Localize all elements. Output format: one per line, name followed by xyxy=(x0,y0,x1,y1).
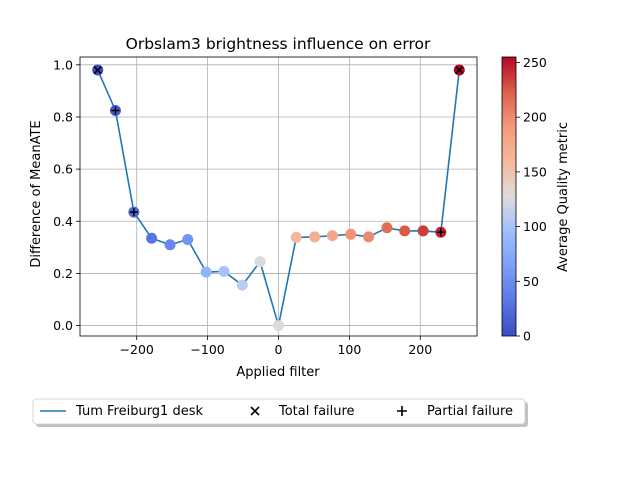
chart-title: Orbslam3 brightness influence on error xyxy=(126,35,431,53)
x-tick-label: −200 xyxy=(120,342,154,357)
data-point xyxy=(182,234,194,246)
colorbar-tick-label: 50 xyxy=(523,274,539,289)
legend-total-failure-icon xyxy=(250,406,260,416)
data-point xyxy=(218,265,230,277)
colorbar-label: Average Quality metric xyxy=(556,122,571,272)
partial-failure-marker xyxy=(436,228,445,237)
total-failure-marker xyxy=(455,66,464,75)
data-point xyxy=(381,222,393,234)
data-point xyxy=(326,230,338,242)
data-point xyxy=(236,279,248,291)
y-tick-label: 0.8 xyxy=(53,109,73,124)
x-tick-label: −100 xyxy=(190,342,224,357)
partial-failure-marker xyxy=(111,106,120,115)
y-tick-label: 1.0 xyxy=(53,57,73,72)
x-axis-label: Applied filter xyxy=(236,365,320,380)
data-point xyxy=(273,320,284,332)
data-point xyxy=(345,228,357,240)
legend-label-series: Tum Freiburg1 desk xyxy=(75,404,203,419)
data-point xyxy=(164,239,176,251)
total-failure-marker xyxy=(93,66,102,75)
y-axis-label: Difference of MeanATE xyxy=(29,120,44,267)
y-axis-ticks: 0.0 0.2 0.4 0.6 0.8 1.0 xyxy=(53,57,80,333)
y-tick-label: 0.0 xyxy=(53,318,73,333)
colorbar-tick-label: 100 xyxy=(523,219,547,234)
legend-label-total: Total failure xyxy=(278,404,355,419)
colorbar-tick-label: 200 xyxy=(523,110,547,125)
x-axis-ticks: −200 −100 0 100 200 xyxy=(120,336,432,357)
data-point xyxy=(399,225,411,237)
x-tick-label: 0 xyxy=(275,342,283,357)
colorbar-ticks: 0 50 100 150 200 250 xyxy=(516,55,547,344)
legend-partial-failure-icon xyxy=(397,406,407,416)
data-point xyxy=(309,231,321,243)
data-point xyxy=(290,231,302,243)
x-tick-label: 200 xyxy=(408,342,432,357)
y-tick-label: 0.2 xyxy=(53,266,73,281)
x-tick-label: 100 xyxy=(337,342,361,357)
data-point xyxy=(254,256,266,268)
y-tick-label: 0.6 xyxy=(53,162,73,177)
data-points xyxy=(92,64,465,332)
data-point xyxy=(146,232,158,244)
grid-lines xyxy=(80,57,477,336)
colorbar-tick-label: 250 xyxy=(523,55,547,70)
data-point xyxy=(363,231,375,243)
legend-label-partial: Partial failure xyxy=(427,404,513,419)
legend: Tum Freiburg1 desk Total failure Partial… xyxy=(32,398,528,427)
legend-box xyxy=(32,398,526,425)
data-point xyxy=(417,225,429,237)
partial-failure-marker xyxy=(129,208,138,217)
data-point xyxy=(200,266,212,278)
colorbar-tick-label: 150 xyxy=(523,164,547,179)
y-tick-label: 0.4 xyxy=(53,214,73,229)
colorbar xyxy=(501,56,517,337)
colorbar-tick-label: 0 xyxy=(523,329,531,344)
